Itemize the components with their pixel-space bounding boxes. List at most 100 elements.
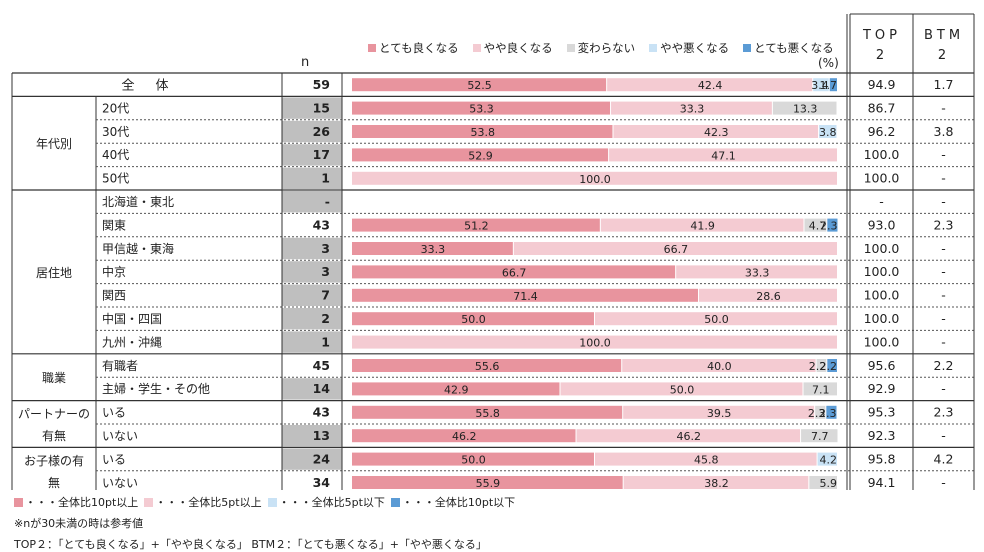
- bar-segment: [699, 288, 837, 302]
- n-value: 43: [313, 217, 330, 232]
- btm2-header: BTM 2: [915, 26, 973, 66]
- row-label: 主婦・学生・その他: [102, 381, 210, 396]
- legend-label: やや良くなる: [483, 41, 553, 55]
- row-label: 有職者: [102, 359, 138, 373]
- top2-value: 95.6: [868, 358, 896, 373]
- significance-label: ・・・全体比5pt以下: [278, 496, 385, 509]
- n-cell-shade: [282, 331, 342, 353]
- row-label: 関西: [102, 289, 126, 303]
- significance-legend: ・・・全体比10pt以上 ・・・全体比5pt以上 ・・・全体比5pt以下 ・・・全体比…: [14, 494, 521, 510]
- bar-segment: [352, 359, 622, 372]
- legend-label: 変わらない: [577, 41, 636, 55]
- bar-segment: [352, 405, 623, 419]
- bar-segment: [600, 218, 804, 232]
- legend-item: とても良くなる: [368, 40, 459, 56]
- bar-value-label: 28.6: [756, 290, 781, 303]
- n-value: 7: [321, 288, 330, 303]
- significance-label: ・・・全体比10pt以上: [25, 496, 139, 509]
- n-cell-shade: [282, 120, 342, 143]
- top2-value: 100.0: [864, 147, 900, 162]
- top2-value: 100.0: [864, 241, 900, 256]
- btm2-value: -: [941, 428, 946, 443]
- bar-value-label: 55.6: [475, 360, 500, 373]
- bar-segment: [623, 405, 815, 419]
- legend-item: とても悪くなる: [743, 40, 834, 56]
- btm2-value: -: [941, 100, 946, 115]
- bar-segment: [352, 125, 613, 138]
- n-cell-shade: [282, 144, 342, 166]
- btm2-value: 2.3: [934, 217, 954, 232]
- n-value: 3: [321, 241, 330, 256]
- bar-value-label: 66.7: [502, 266, 527, 279]
- n-cell-shade: [282, 448, 342, 470]
- bar-segment: [352, 288, 699, 302]
- significance-label: ・・・全体比5pt以上: [155, 496, 262, 509]
- bar-value-label: 46.2: [452, 430, 477, 443]
- bar-segment: [613, 125, 819, 138]
- group-label: 年代別: [36, 137, 72, 151]
- bar-segment: [803, 382, 837, 396]
- n-value: 24: [313, 451, 331, 466]
- n-cell-shade: [282, 237, 342, 260]
- top2-value: 96.2: [868, 124, 896, 139]
- significance-swatch: [144, 498, 154, 507]
- bar-segment: [352, 78, 607, 92]
- row-label: いる: [102, 406, 126, 420]
- bar-segment: [623, 476, 809, 489]
- bar-value-label: 71.4: [513, 290, 538, 303]
- row-label: 50代: [102, 172, 129, 186]
- bar-segment: [809, 476, 837, 489]
- bar-segment: [595, 452, 817, 466]
- bar-value-label: 2.2: [820, 360, 838, 373]
- row-label: いる: [102, 452, 126, 466]
- bar-value-label: 2.3: [808, 407, 826, 420]
- bar-segment: [827, 218, 838, 232]
- n-value: 2: [321, 311, 330, 326]
- bar-segment: [609, 148, 837, 162]
- btm2-header-line1: BTM: [923, 28, 965, 43]
- bar-value-label: 40.0: [707, 360, 732, 373]
- btm2-value: -: [941, 147, 946, 162]
- bar-value-label: 55.8: [475, 407, 500, 420]
- bar-value-label: 52.5: [467, 79, 492, 92]
- bar-segment: [352, 242, 513, 255]
- row-label: 甲信越・東海: [102, 241, 174, 256]
- top2-value: 93.0: [868, 217, 896, 232]
- n-cell-shade: [282, 167, 342, 189]
- bar-value-label: 2.2: [809, 360, 827, 373]
- top2-header-line2: 2: [875, 48, 889, 63]
- bar-segment: [801, 429, 838, 443]
- bar-value-label: 33.3: [745, 266, 770, 279]
- definition-note: TOP２：「とても良くなる」+「やや良くなる」 BTM２：「とても悪くなる」+「…: [14, 538, 487, 551]
- n-cell-shade: [282, 261, 342, 283]
- legend-swatch: [368, 44, 376, 52]
- legend-swatch: [743, 44, 752, 52]
- legend-item: 変わらない: [566, 40, 636, 56]
- group-label: 職業: [42, 371, 66, 385]
- bar-segment: [352, 218, 600, 232]
- btm2-header-line2: 2: [937, 48, 951, 63]
- btm2-value: -: [941, 194, 946, 209]
- significance-item: ・・・全体比10pt以下: [390, 496, 515, 509]
- bar-segment: [827, 359, 837, 372]
- significance-swatch: [14, 498, 23, 507]
- bar-value-label: 2.3: [819, 407, 837, 420]
- bar-segment: [826, 405, 837, 419]
- n-cell-shade: [282, 97, 342, 119]
- top2-value: 92.3: [868, 428, 896, 443]
- legend-label: やや悪くなる: [660, 41, 730, 55]
- row-label: 中京: [102, 264, 126, 279]
- n-value: 34: [313, 475, 331, 490]
- top2-value: 95.8: [868, 451, 896, 466]
- group-label: パートナーの: [18, 407, 90, 421]
- n-value: 1: [321, 171, 330, 186]
- btm2-value: -: [941, 311, 946, 326]
- legend-swatch: [649, 44, 658, 52]
- bar-segment: [352, 312, 594, 326]
- n-cell-shade: [282, 308, 342, 330]
- btm2-value: -: [941, 381, 946, 396]
- bar-segment: [816, 359, 827, 372]
- n-value: 17: [313, 147, 330, 162]
- top2-value: 100.0: [864, 264, 900, 279]
- bar-value-label: 33.3: [421, 243, 446, 256]
